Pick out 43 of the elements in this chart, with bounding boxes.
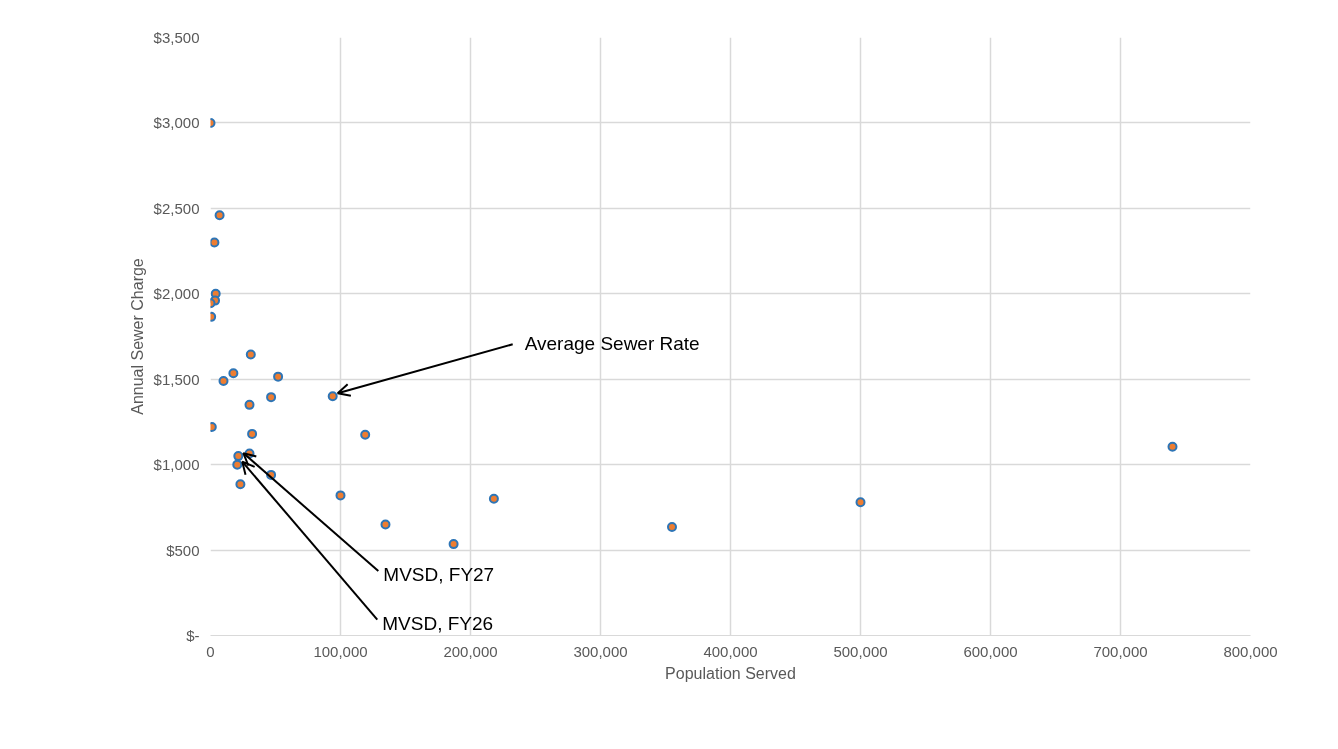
y-tick-label: $3,000 bbox=[153, 114, 200, 132]
annotation: Average Sewer Rate bbox=[524, 333, 700, 355]
x-tick-label: 400,000 bbox=[703, 642, 758, 660]
y-tick-label: $2,000 bbox=[153, 285, 200, 303]
point bbox=[1167, 441, 1178, 452]
x-tick-label: 100,000 bbox=[313, 642, 368, 660]
x-tick-label: 700,000 bbox=[1093, 642, 1148, 660]
point bbox=[360, 429, 371, 440]
y-tick-label: $1,000 bbox=[153, 456, 200, 474]
y-tick-label: $2,500 bbox=[153, 199, 200, 217]
x-tick-label: 200,000 bbox=[443, 642, 498, 660]
point bbox=[327, 391, 338, 402]
point bbox=[273, 371, 284, 382]
point bbox=[244, 399, 255, 410]
y-tick-label: $500 bbox=[166, 541, 200, 559]
point bbox=[667, 522, 677, 532]
point bbox=[247, 428, 258, 439]
point bbox=[210, 237, 220, 248]
x-tick-label: 300,000 bbox=[573, 642, 628, 660]
point bbox=[488, 493, 499, 504]
point bbox=[245, 349, 256, 360]
point bbox=[380, 519, 391, 530]
x-tick-label: 800,000 bbox=[1223, 642, 1278, 660]
x-tick-label: 600,000 bbox=[963, 642, 1018, 660]
point bbox=[266, 392, 277, 403]
point bbox=[232, 459, 243, 470]
point bbox=[228, 368, 239, 379]
annotation: MVSD, FY26 bbox=[382, 612, 494, 634]
point bbox=[218, 375, 229, 386]
y-axis-title: Annual Sewer Charge bbox=[128, 258, 146, 415]
point bbox=[214, 210, 225, 221]
y-tick-label: $- bbox=[186, 627, 200, 644]
x-axis-title: Population Served bbox=[665, 664, 796, 682]
x-tick-label: 500,000 bbox=[833, 642, 888, 660]
y-tick-label: $1,500 bbox=[153, 370, 200, 388]
point bbox=[448, 539, 459, 550]
point bbox=[335, 490, 346, 501]
annotation: MVSD, FY27 bbox=[383, 564, 495, 586]
point bbox=[855, 497, 866, 508]
x-tick-label: 0 bbox=[206, 642, 215, 660]
point bbox=[233, 451, 244, 462]
point bbox=[235, 479, 246, 490]
y-tick-label: $3,500 bbox=[153, 29, 200, 46]
